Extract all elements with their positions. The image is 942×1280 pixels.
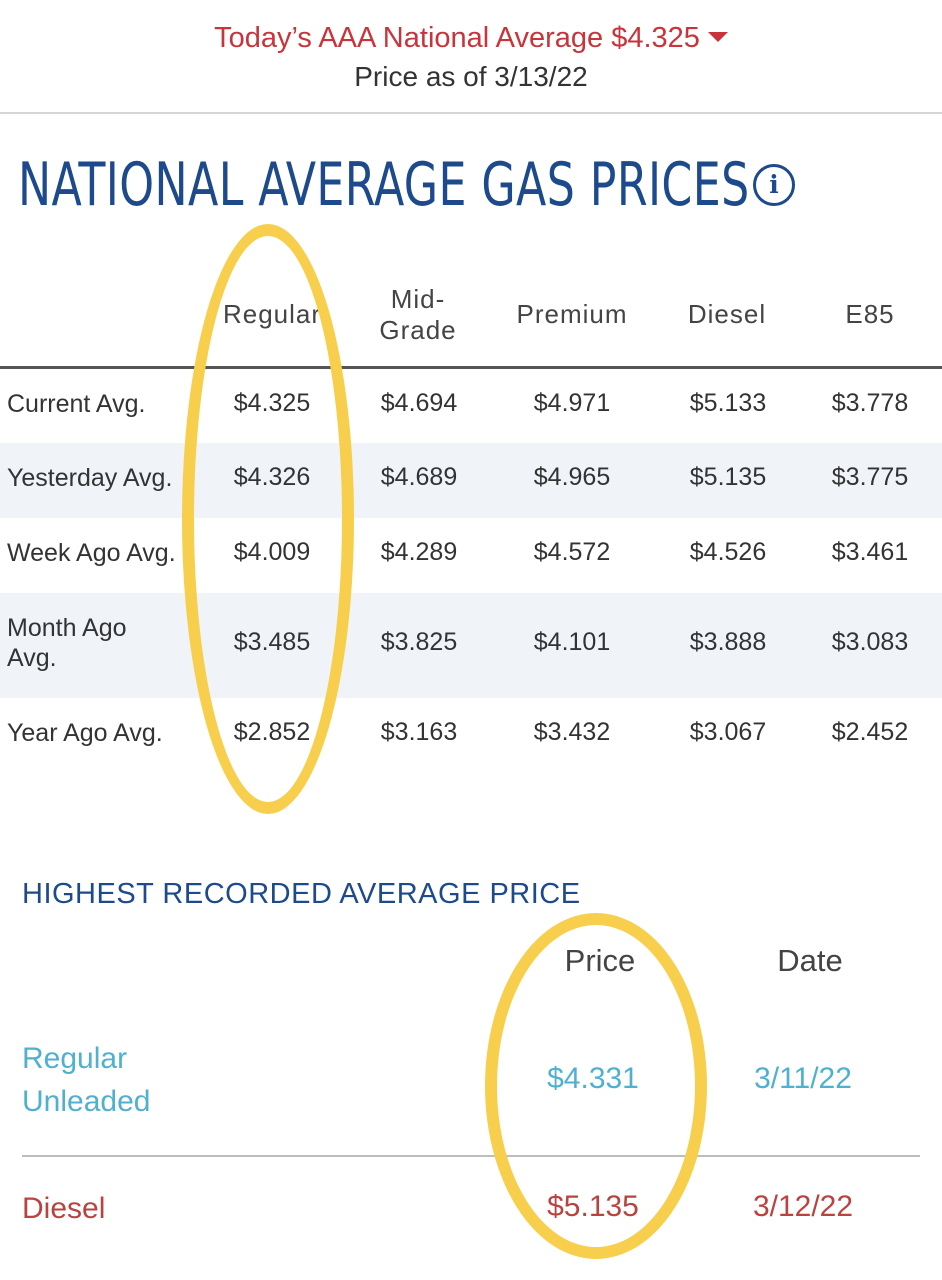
table-row-month-ago: Month Ago Avg. $3.485 $3.825 $4.101 $3.8… <box>0 593 942 698</box>
highest-row-label-diesel: Diesel <box>22 1192 106 1225</box>
column-header-mid-grade: Mid-Grade <box>379 284 457 345</box>
table-header-divider <box>0 366 942 369</box>
column-header-premium: Premium <box>516 299 628 329</box>
price-cell: $4.289 <box>380 538 458 566</box>
table-row-yesterday: Yesterday Avg. $4.326 $4.689 $4.965 $5.1… <box>0 443 942 518</box>
column-header-diesel: Diesel <box>687 299 767 329</box>
row-label: Yesterday Avg. <box>7 464 173 492</box>
price-cell: $2.452 <box>831 718 909 746</box>
column-header-regular: Regular <box>222 299 322 329</box>
national-average-link[interactable]: Today’s AAA National Average $4.325 <box>0 22 942 55</box>
price-cell: $4.101 <box>533 628 611 656</box>
highest-row-label-regular: Regular Unleaded <box>22 1042 151 1118</box>
price-cell: $3.432 <box>533 718 611 746</box>
price-cell: $4.965 <box>533 463 611 491</box>
price-cell: $5.135 <box>689 463 767 491</box>
price-cell: $3.067 <box>689 718 767 746</box>
price-cell: $4.326 <box>233 463 311 491</box>
column-header-e85: E85 <box>845 299 895 329</box>
page-title: NATIONAL AVERAGE GAS PRICES <box>18 150 750 220</box>
price-cell: $3.888 <box>689 628 767 656</box>
highest-column-price: Price <box>564 943 636 978</box>
price-cell: $4.325 <box>233 389 311 417</box>
table-row-week-ago: Week Ago Avg. $4.009 $4.289 $4.572 $4.52… <box>0 518 942 593</box>
price-cell: $3.163 <box>380 718 458 746</box>
highest-date-diesel: 3/12/22 <box>752 1190 854 1223</box>
price-cell: $4.689 <box>380 463 458 491</box>
row-label: Current Avg. <box>7 390 146 418</box>
highest-recorded-title: HIGHEST RECORDED AVERAGE PRICE <box>22 878 581 910</box>
national-average-banner: Today’s AAA National Average $4.325 Pric… <box>0 0 942 114</box>
table-row-year-ago: Year Ago Avg. $2.852 $3.163 $3.432 $3.06… <box>0 698 942 773</box>
price-cell: $3.461 <box>831 538 909 566</box>
row-label: Week Ago Avg. <box>7 539 176 567</box>
price-cell: $4.694 <box>380 389 458 417</box>
price-cell: $4.971 <box>533 389 611 417</box>
price-cell: $3.485 <box>233 628 311 656</box>
highest-column-date: Date <box>777 943 843 978</box>
price-cell: $2.852 <box>233 718 311 746</box>
price-cell: $4.526 <box>689 538 767 566</box>
price-cell: $4.009 <box>233 538 311 566</box>
highest-row-divider <box>22 1155 920 1157</box>
highest-price-diesel: $5.135 <box>547 1190 639 1223</box>
row-label: Month Ago Avg. <box>7 614 127 672</box>
price-cell: $3.775 <box>831 463 909 491</box>
price-cell: $4.572 <box>533 538 611 566</box>
price-cell: $5.133 <box>689 389 767 417</box>
price-as-of-date: Price as of 3/13/22 <box>354 61 588 92</box>
table-row-current: Current Avg. $4.325 $4.694 $4.971 $5.133… <box>0 369 942 443</box>
caret-down-icon <box>707 32 728 43</box>
row-label: Year Ago Avg. <box>7 719 163 747</box>
price-cell: $3.825 <box>380 628 458 656</box>
highest-price-regular: $4.331 <box>547 1062 639 1095</box>
info-icon[interactable]: i <box>753 164 795 206</box>
national-average-text: Today’s AAA National Average $4.325 <box>214 22 700 54</box>
highest-date-regular: 3/11/22 <box>754 1062 852 1095</box>
price-cell: $3.778 <box>831 389 909 417</box>
price-cell: $3.083 <box>831 628 909 656</box>
